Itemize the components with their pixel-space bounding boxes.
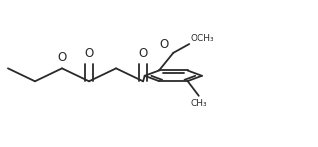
Text: CH₃: CH₃: [190, 100, 207, 108]
Text: O: O: [84, 47, 94, 60]
Text: O: O: [138, 47, 148, 60]
Text: OCH₃: OCH₃: [191, 34, 214, 43]
Text: O: O: [159, 38, 169, 51]
Text: O: O: [57, 51, 67, 64]
